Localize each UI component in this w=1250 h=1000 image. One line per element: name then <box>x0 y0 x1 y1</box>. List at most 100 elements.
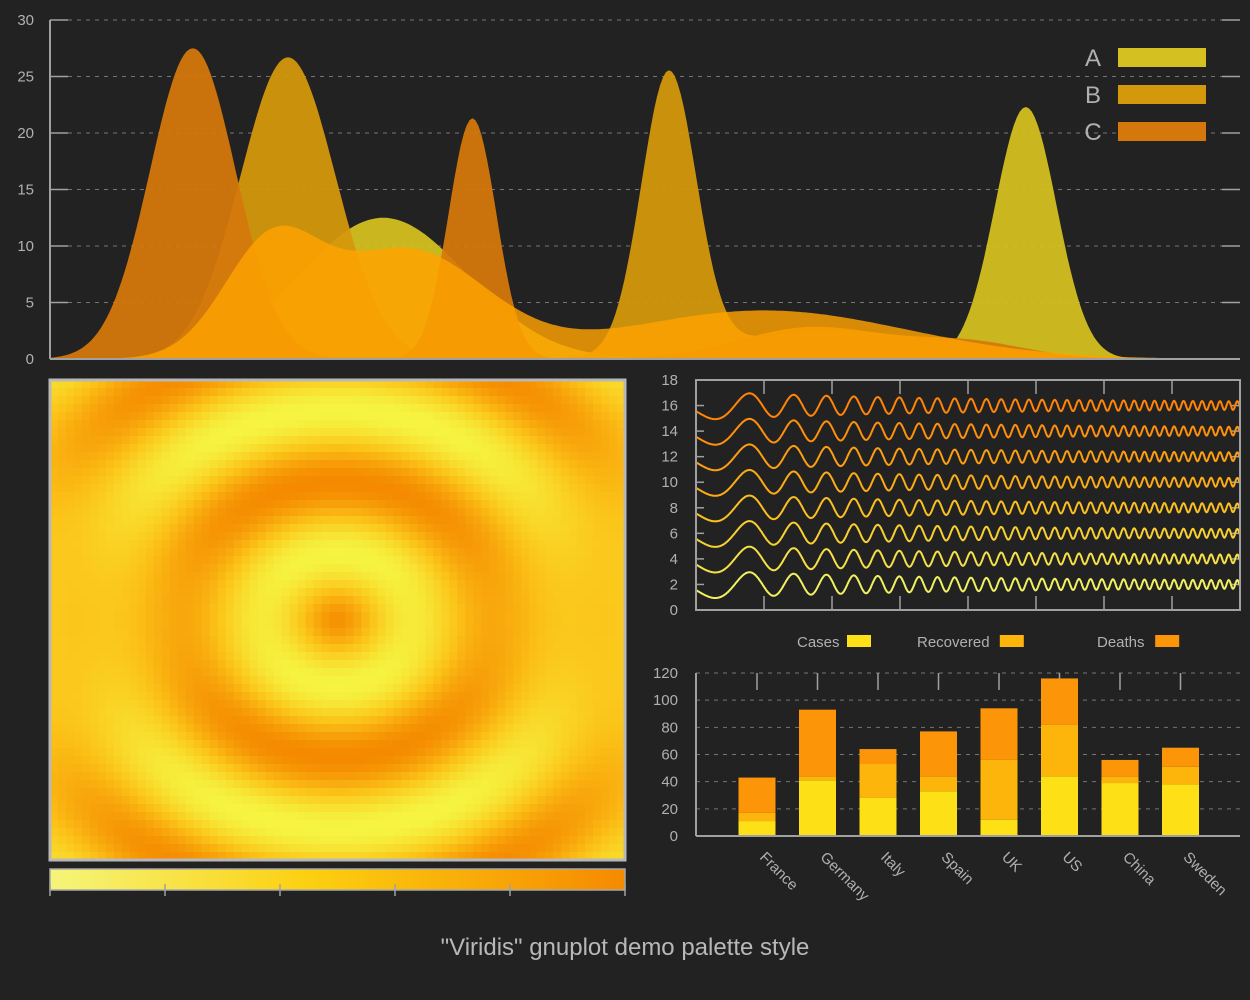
heatmap-cell <box>601 668 610 677</box>
heatmap-cell <box>65 452 75 461</box>
heatmap-cell <box>577 532 586 541</box>
heatmap-cell <box>233 820 243 829</box>
heatmap-cell <box>153 796 163 805</box>
heatmap-cell <box>593 468 602 477</box>
heatmap-cell <box>177 724 187 733</box>
heatmap-cell <box>137 716 147 725</box>
heatmap-cell <box>249 796 259 805</box>
heatmap-cell <box>577 756 586 765</box>
heatmap-cell <box>345 852 355 861</box>
heatmap-cell <box>273 716 283 725</box>
heatmap-cell <box>337 780 347 789</box>
heatmap-cell <box>441 644 450 653</box>
heatmap-cell <box>409 500 418 509</box>
heatmap-cell <box>113 428 123 437</box>
heatmap-cell <box>513 636 522 645</box>
heatmap-cell <box>585 756 594 765</box>
heatmap-cell <box>57 692 67 701</box>
heatmap-cell <box>617 732 626 741</box>
heatmap-cell <box>481 724 490 733</box>
heatmap-cell <box>121 444 131 453</box>
heatmap-cell <box>593 540 602 549</box>
heatmap-cell <box>161 772 171 781</box>
heatmap-cell <box>217 732 227 741</box>
heatmap-cell <box>137 836 147 845</box>
heatmap-cell <box>529 844 538 853</box>
heatmap-cell <box>177 500 187 509</box>
heatmap-cell <box>361 380 371 389</box>
heatmap-cell <box>529 676 538 685</box>
heatmap-cell <box>433 572 442 581</box>
heatmap-cell <box>201 572 211 581</box>
heatmap-cell <box>465 740 474 749</box>
heatmap-cell <box>497 820 506 829</box>
heatmap-cell <box>105 420 115 429</box>
heatmap-cell <box>385 852 395 861</box>
heatmap-cell <box>305 780 315 789</box>
heatmap-cell <box>529 524 538 533</box>
heatmap-cell <box>201 484 211 493</box>
heatmap-cell <box>113 788 123 797</box>
heatmap-cell <box>185 724 195 733</box>
heatmap-cell <box>225 532 235 541</box>
heatmap-cell <box>473 404 482 413</box>
heatmap-cell <box>593 428 602 437</box>
heatmap-cell <box>289 812 299 821</box>
legend-label: Recovered <box>917 634 990 651</box>
heatmap-cell <box>385 508 395 517</box>
heatmap-cell <box>537 476 546 485</box>
heatmap-cell <box>265 516 275 525</box>
heatmap-cell <box>417 852 426 861</box>
heatmap-cell <box>537 676 546 685</box>
heatmap-cell <box>433 764 442 773</box>
heatmap-cell <box>305 636 315 645</box>
heatmap-cell <box>145 636 155 645</box>
heatmap-cell <box>617 596 626 605</box>
heatmap-cell <box>225 692 235 701</box>
heatmap-cell <box>561 764 570 773</box>
heatmap-cell <box>81 436 91 445</box>
heatmap-cell <box>217 380 227 389</box>
heatmap-cell <box>553 836 562 845</box>
heatmap-cell <box>273 604 283 613</box>
heatmap-cell <box>97 588 107 597</box>
heatmap-cell <box>457 652 466 661</box>
legend-swatch <box>1118 48 1206 67</box>
heatmap-cell <box>137 452 147 461</box>
heatmap-cell <box>345 596 355 605</box>
heatmap-cell <box>497 492 506 501</box>
heatmap-cell <box>153 388 163 397</box>
heatmap-cell <box>433 564 442 573</box>
heatmap-cell <box>81 676 91 685</box>
heatmap-cell <box>377 748 387 757</box>
heatmap-cell <box>313 596 323 605</box>
heatmap-cell <box>537 556 546 565</box>
heatmap-cell <box>609 620 618 629</box>
heatmap-cell <box>137 684 147 693</box>
heatmap-cell <box>233 388 243 397</box>
heatmap-cell <box>177 844 187 853</box>
heatmap-cell <box>257 540 267 549</box>
heatmap-cell <box>593 788 602 797</box>
heatmap-cell <box>569 636 578 645</box>
heatmap-cell <box>433 636 442 645</box>
heatmap-cell <box>281 548 291 557</box>
heatmap-cell <box>81 404 91 413</box>
heatmap-cell <box>225 396 235 405</box>
heatmap-cell <box>81 572 91 581</box>
heatmap-cell <box>225 452 235 461</box>
heatmap-cell <box>561 748 570 757</box>
heatmap-cell <box>233 556 243 565</box>
heatmap-cell <box>337 492 347 501</box>
heatmap-cell <box>593 452 602 461</box>
heatmap-cell <box>457 844 466 853</box>
heatmap-cell <box>561 676 570 685</box>
heatmap-cell <box>281 564 291 573</box>
heatmap-cell <box>449 436 458 445</box>
heatmap-cell <box>385 516 395 525</box>
heatmap-cell <box>161 668 171 677</box>
heatmap-cell <box>561 564 570 573</box>
heatmap-cell <box>417 748 426 757</box>
heatmap-cell <box>153 516 163 525</box>
heatmap-cell <box>193 588 203 597</box>
